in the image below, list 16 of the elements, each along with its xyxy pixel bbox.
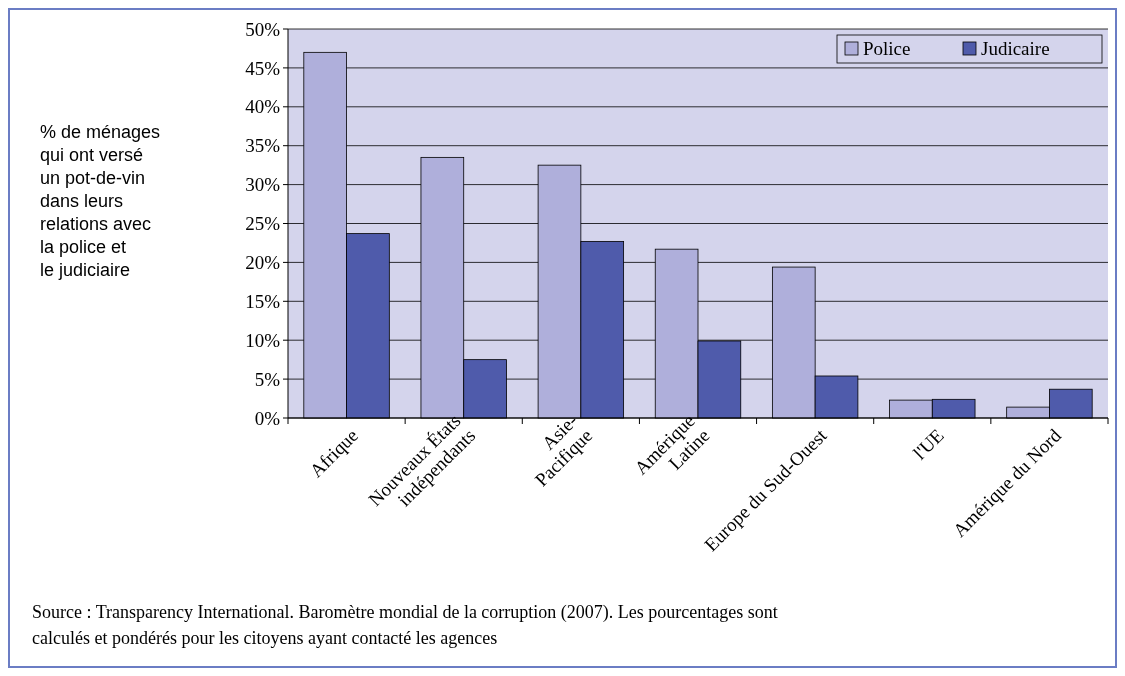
legend-label: Police (863, 38, 911, 59)
y-tick-label: 20% (245, 252, 281, 274)
x-tick-label: l'UE (908, 424, 948, 464)
y-tick-label: 25% (245, 213, 281, 235)
y-tick-label: 50% (245, 18, 281, 40)
y-tick-label: 40% (245, 96, 281, 118)
source-note: Source : Transparency International. Baromètre mondial de la corruption (2007). Les pourcentages sont calculés et pondérés pour les citoyens ayant contacté les agences (32, 602, 778, 648)
y-axis-title: % de ménages qui ont versé un pot-de-vin dans leurs relations avec la police et le judiciaire (40, 122, 161, 280)
y-tick-label: 35% (245, 135, 281, 157)
y-tick-label: 5% (254, 368, 281, 390)
y-tick-label: 30% (245, 174, 281, 196)
y-tick-label: 45% (245, 57, 281, 79)
y-tick-label: 10% (245, 329, 281, 351)
legend-label: Judicaire (981, 38, 1050, 59)
y-tick-label: 0% (254, 407, 281, 429)
y-tick-label: 15% (245, 290, 281, 312)
